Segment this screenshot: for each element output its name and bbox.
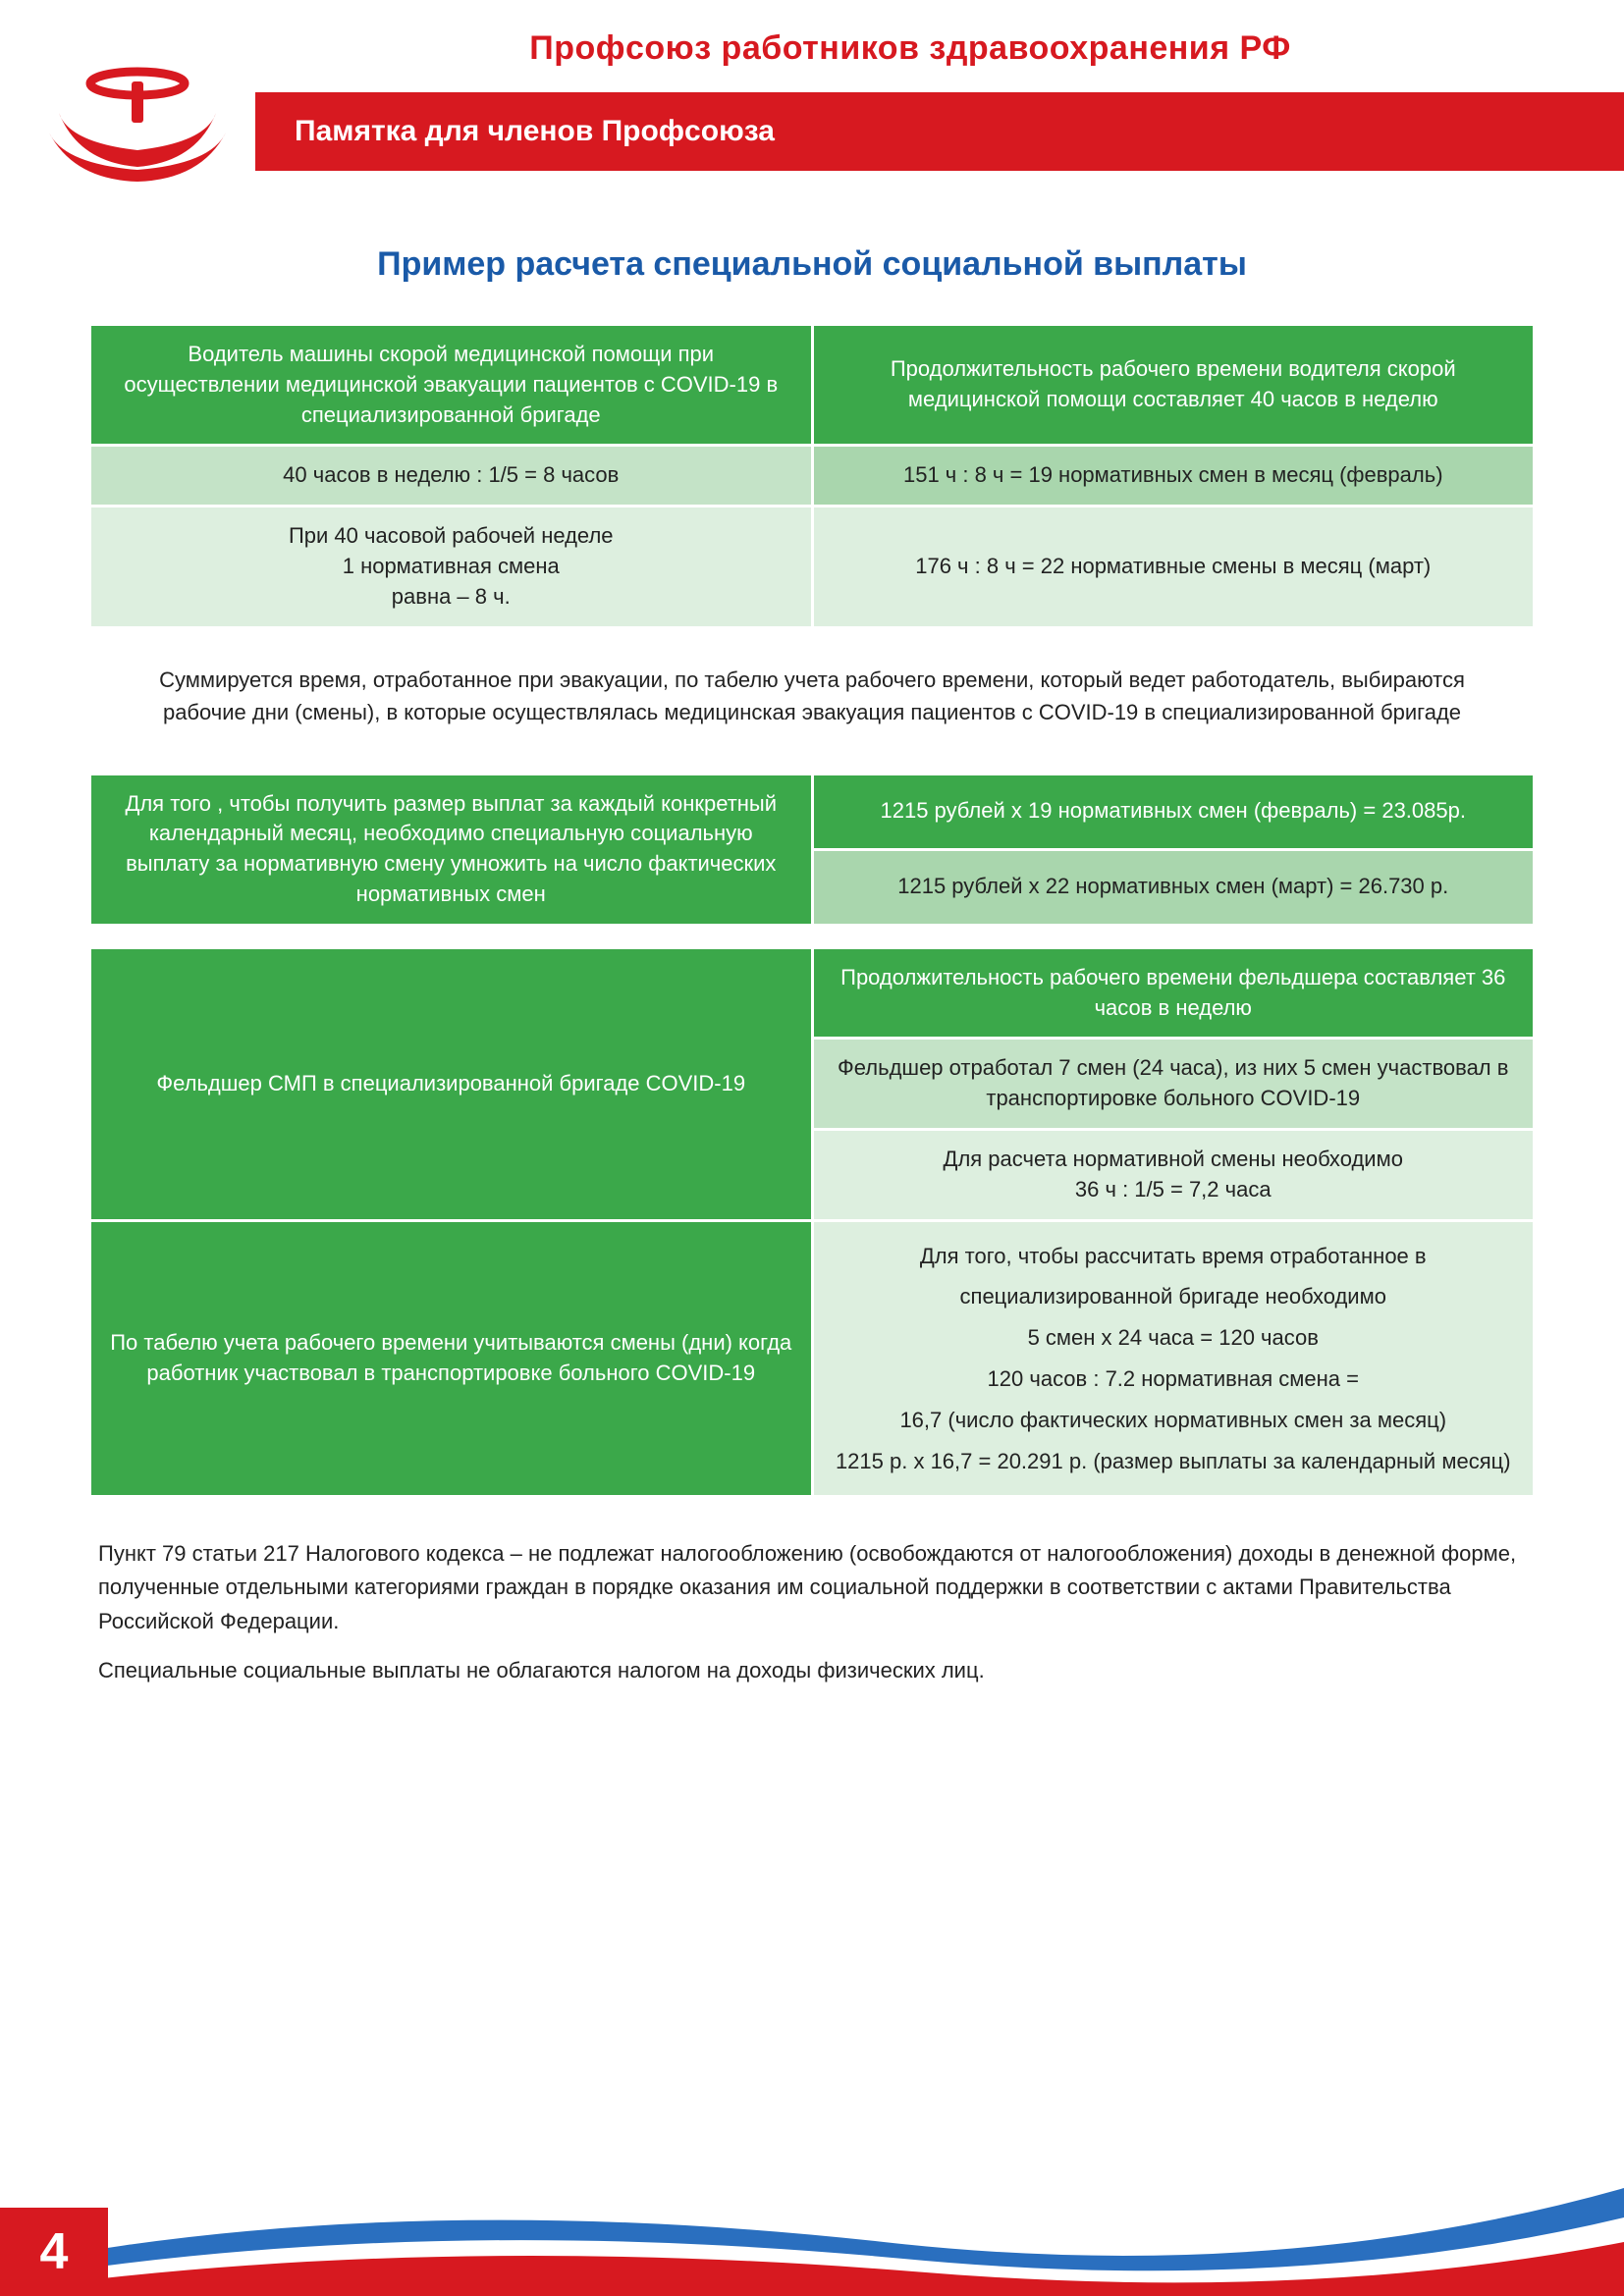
page-number: 4 (0, 2208, 108, 2296)
t3-r1: Продолжительность рабочего времени фельд… (814, 949, 1534, 1038)
main-content: Пример расчета специальной социальной вы… (0, 196, 1624, 1687)
footer-wave-icon (0, 2149, 1624, 2296)
t2-r2: 1215 рублей х 22 нормативных смен (март)… (814, 851, 1534, 924)
t1-r1-right: 151 ч : 8 ч = 19 нормативных смен в меся… (814, 447, 1534, 505)
t3-r3: Для расчета нормативной смены необходимо… (814, 1131, 1534, 1219)
t2-r1: 1215 рублей х 19 нормативных смен (февра… (814, 775, 1534, 848)
footer-p2: Специальные социальные выплаты не облага… (98, 1654, 1526, 1687)
t3-left2: По табелю учета рабочего времени учитыва… (91, 1222, 811, 1496)
footer-text: Пункт 79 статьи 217 Налогового кодекса –… (98, 1537, 1526, 1686)
t1-r2-right: 176 ч : 8 ч = 22 нормативные смены в мес… (814, 507, 1534, 625)
t1-r2-left: При 40 часовой рабочей неделе 1 норматив… (91, 507, 811, 625)
table-payment: Для того , чтобы получить размер выплат … (88, 773, 1536, 927)
t1-header-right: Продолжительность рабочего времени водит… (814, 326, 1534, 444)
table-feldsher: Фельдшер СМП в специализированной бригад… (88, 946, 1536, 1499)
t1-header-left: Водитель машины скорой медицинской помощ… (91, 326, 811, 444)
t1-r1-left: 40 часов в неделю : 1/5 = 8 часов (91, 447, 811, 505)
middle-paragraph: Суммируется время, отработанное при эвак… (128, 664, 1496, 728)
table-driver: Водитель машины скорой медицинской помощ… (88, 323, 1536, 629)
section-title: Пример расчета специальной социальной вы… (88, 245, 1536, 284)
header-band: Памятка для членов Профсоюза (255, 92, 1624, 171)
t3-left1: Фельдшер СМП в специализированной бригад… (91, 949, 811, 1219)
union-logo-icon (39, 54, 236, 182)
header: Профсоюз работников здравоохранения РФ П… (0, 0, 1624, 196)
org-title: Профсоюз работников здравоохранения РФ (0, 0, 1624, 68)
t2-left: Для того , чтобы получить размер выплат … (91, 775, 811, 924)
band-text: Памятка для членов Профсоюза (295, 115, 775, 148)
t3-r2: Фельдшер отработал 7 смен (24 часа), из … (814, 1040, 1534, 1128)
footer-p1: Пункт 79 статьи 217 Налогового кодекса –… (98, 1537, 1526, 1637)
t3-r4: Для того, чтобы рассчитать время отработ… (814, 1222, 1534, 1496)
